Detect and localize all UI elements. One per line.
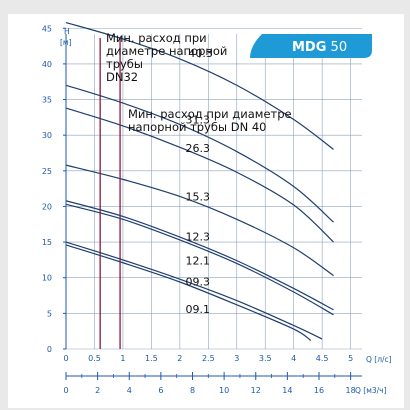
annotation-dn40: Мин. расход при диаметре напорной трубы …: [128, 107, 292, 134]
x2-tick-label-2: 2: [95, 386, 100, 395]
y-tick-label-15: 15: [42, 238, 52, 247]
y-tick-label-10: 10: [42, 274, 52, 283]
y-axis-label: H: [64, 27, 70, 36]
y-tick-label-40: 40: [42, 60, 52, 69]
curve-label-40.3: 40.3: [188, 47, 213, 60]
curve-09.1: [65, 244, 312, 341]
curve-labels: 40.3 31.3 26.3 15.3 12.3 12.1 09.3 09.1: [186, 47, 213, 316]
x2-tick-label-4: 4: [127, 386, 132, 395]
y-tick-label-45: 45: [42, 24, 52, 33]
curve-label-09.3: 09.3: [186, 275, 211, 288]
x2-tick-label-8: 8: [190, 386, 195, 395]
curve-26.3: [65, 107, 334, 243]
x-tick-label-1: 1: [120, 354, 125, 363]
x2-tick-label-6: 6: [158, 386, 163, 395]
curve-label-26.3: 26.3: [186, 142, 211, 155]
y-tick-label-35: 35: [42, 96, 52, 105]
curve-12.3: [65, 200, 334, 311]
y-tick-label-0: 0: [47, 345, 52, 354]
y-tick-label-5: 5: [47, 309, 52, 318]
x-tick-label-1.5: 1.5: [145, 354, 158, 363]
x2-tick-label-14: 14: [282, 386, 292, 395]
annotation-dn40-line1: Мин. расход при диаметре: [128, 107, 292, 121]
x2-tick-label-16: 16: [314, 386, 324, 395]
grid: [65, 27, 362, 350]
x-tick-label-4: 4: [291, 354, 296, 363]
y-tick-label-30: 30: [42, 131, 52, 140]
x2-tick-label-12: 12: [251, 386, 261, 395]
x-tick-label-5: 5: [348, 354, 353, 363]
annotation-dn40-line2: напорной трубы DN 40: [128, 120, 266, 134]
plot-background: [8, 14, 404, 408]
curve-label-31.3: 31.3: [186, 113, 211, 126]
brand-label: MDG 50: [292, 40, 347, 55]
x-tick-label-3.5: 3.5: [259, 354, 272, 363]
annotation-dn32-line4: DN32: [106, 70, 138, 84]
min-flow-lines: [99, 38, 121, 349]
curve-label-12.1: 12.1: [186, 255, 211, 268]
pump-curves: [65, 21, 334, 341]
annotation-dn32: Мин. расход при диаметре напорной трубы …: [106, 31, 227, 84]
x2-tick-label-18: 18: [346, 386, 356, 395]
annotation-dn32-line3: трубы: [106, 57, 143, 71]
y-tick-label-20: 20: [42, 202, 52, 211]
curve-09.3: [65, 241, 323, 340]
x2-tick-label-0: 0: [63, 386, 68, 395]
brand-badge-shape: [250, 34, 372, 58]
x2-tick-label-10: 10: [219, 386, 229, 395]
curve-15.3: [65, 164, 334, 277]
x-tick-label-3: 3: [234, 354, 239, 363]
curve-40.3: [65, 21, 334, 150]
x-tick-label-2.5: 2.5: [202, 354, 215, 363]
curve-12.1: [65, 203, 334, 316]
x-tick-label-4.5: 4.5: [316, 354, 329, 363]
x2-axis-label: Q [м3/ч]: [355, 386, 387, 395]
curve-label-09.1: 09.1: [186, 303, 211, 316]
x-tick-label-2: 2: [177, 354, 182, 363]
curve-label-12.3: 12.3: [186, 230, 211, 243]
annotation-dn32-line1: Мин. расход при: [106, 31, 207, 45]
curve-label-15.3: 15.3: [186, 190, 211, 203]
y-axis-unit: [м]: [60, 38, 72, 47]
x-axis-label: Q [л/с]: [366, 355, 392, 364]
x-tick-label-0.5: 0.5: [88, 354, 101, 363]
x-tick-label-0: 0: [63, 354, 68, 363]
brand-bold: MDG: [292, 40, 326, 55]
annotation-dn32-line2: диаметре напорной: [106, 44, 227, 58]
y-tick-label-25: 25: [42, 167, 52, 176]
brand-badge: MDG 50: [250, 34, 372, 58]
curve-31.3: [65, 84, 334, 223]
brand-light: 50: [331, 40, 348, 55]
